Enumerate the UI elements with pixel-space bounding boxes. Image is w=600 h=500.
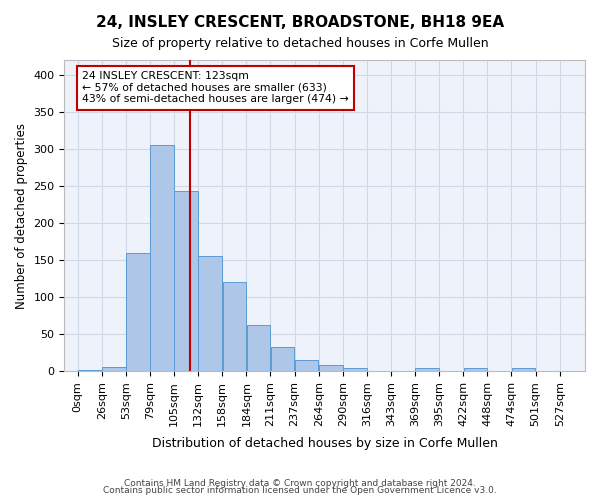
Bar (78, 370, 101, 371)
Y-axis label: Number of detached properties: Number of detached properties (15, 122, 28, 308)
Text: 24, INSLEY CRESCENT, BROADSTONE, BH18 9EA: 24, INSLEY CRESCENT, BROADSTONE, BH18 9E… (96, 15, 504, 30)
Bar (271, 348, 295, 371)
Bar (343, 368, 367, 371)
Bar (247, 325, 270, 371)
Bar (295, 360, 319, 371)
Bar (199, 256, 222, 371)
Bar (415, 368, 439, 371)
Text: Contains public sector information licensed under the Open Government Licence v3: Contains public sector information licen… (103, 486, 497, 495)
Bar (150, 145, 174, 371)
Text: Size of property relative to detached houses in Corfe Mullen: Size of property relative to detached ho… (112, 38, 488, 51)
Bar (319, 365, 343, 371)
Bar (102, 366, 125, 371)
Text: 24 INSLEY CRESCENT: 123sqm
← 57% of detached houses are smaller (633)
43% of sem: 24 INSLEY CRESCENT: 123sqm ← 57% of deta… (82, 71, 349, 104)
Bar (512, 368, 535, 371)
Bar (126, 252, 150, 371)
Bar (464, 368, 487, 371)
Bar (223, 282, 246, 371)
Bar (175, 191, 198, 371)
Text: Contains HM Land Registry data © Crown copyright and database right 2024.: Contains HM Land Registry data © Crown c… (124, 478, 476, 488)
X-axis label: Distribution of detached houses by size in Corfe Mullen: Distribution of detached houses by size … (152, 437, 497, 450)
